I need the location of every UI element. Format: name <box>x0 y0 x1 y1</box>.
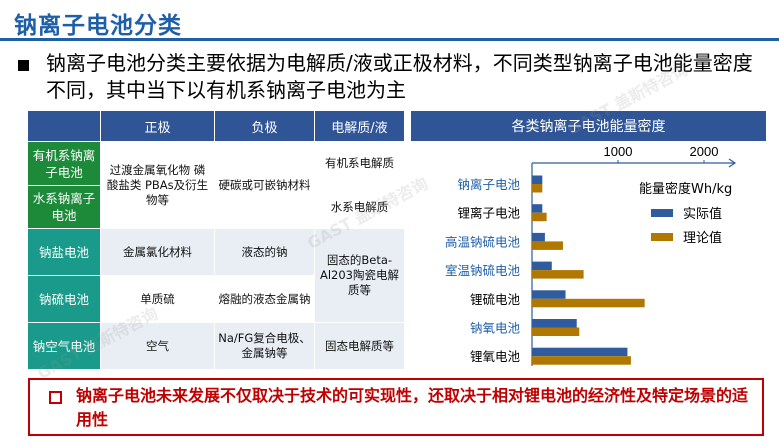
row-header-sodium-salt: 钠盐电池 <box>28 229 100 275</box>
conclusion-box: 钠离子电池未来发展不仅取决于技术的可实现性，还取决于相对锂电池的经济性及特定场景… <box>28 378 764 436</box>
cell-sodium-air-electrolyte: 固态电解质等 <box>315 323 404 369</box>
x-tick-label: 2000 <box>690 144 719 159</box>
title-divider <box>0 38 779 41</box>
page-title: 钠离子电池分类 <box>14 13 182 39</box>
row-header-organic: 有机系钠离子电池 <box>28 142 100 185</box>
bar-actual <box>532 319 577 328</box>
chart-title: 各类钠离子电池能量密度 <box>411 111 766 141</box>
legend-label: 理论值 <box>683 230 722 246</box>
bar-actual <box>532 175 543 184</box>
conclusion-text: 钠离子电池未来发展不仅取决于技术的可实现性，还取决于相对锂电池的经济性及特定场景… <box>76 386 749 429</box>
bar-theoretical <box>532 356 631 365</box>
table-header-electrolyte: 电解质/液 <box>315 111 404 141</box>
category-label: 钠离子电池 <box>457 177 520 192</box>
category-label: 高温钠硫电池 <box>445 234 521 249</box>
x-tick-label: 1000 <box>604 144 633 159</box>
bar-theoretical <box>532 212 547 222</box>
cell-sodium-air-cathode: 空气 <box>101 323 214 369</box>
bar-actual <box>532 261 552 271</box>
cell-sodium-salt-anode: 液态的钠 <box>215 229 314 275</box>
table-header-corner <box>28 111 100 141</box>
hollow-square-icon <box>49 391 62 404</box>
unit-label: 能量密度Wh/kg <box>639 181 732 197</box>
bar-actual <box>532 347 628 357</box>
category-label: 钠氧电池 <box>470 321 521 336</box>
bar-theoretical <box>532 270 584 279</box>
category-label: 锂氧电池 <box>470 349 521 364</box>
cell-organic-aqueous-cathode: 过渡金属氧化物 磷酸盐类 PBAs及衍生物等 <box>101 142 214 228</box>
table-header-cathode: 正极 <box>101 111 214 141</box>
bullet-square-icon <box>18 60 29 71</box>
row-header-aqueous: 水系钠离子电池 <box>28 186 100 228</box>
bar-theoretical <box>532 241 563 250</box>
bar-theoretical <box>532 298 645 308</box>
cell-sodium-sulfur-anode: 熔融的液态金属钠 <box>215 276 314 322</box>
bar-actual <box>532 290 566 299</box>
x-axis-arrow-icon <box>728 158 737 168</box>
bar-actual <box>532 232 545 242</box>
cell-aqueous-electrolyte: 水系电解质 <box>315 186 404 228</box>
cell-organic-aqueous-anode: 硬碳或可嵌钠材料 <box>215 142 314 228</box>
legend-swatch <box>651 233 673 241</box>
legend-label: 实际值 <box>683 206 722 222</box>
cell-sodium-salt-cathode: 金属氯化材料 <box>101 229 214 275</box>
cell-sodium-sulfur-cathode: 单质硫 <box>101 276 214 322</box>
row-header-sodium-sulfur: 钠硫电池 <box>28 276 100 322</box>
legend-swatch <box>651 209 673 217</box>
table-header-anode: 负极 <box>215 111 314 141</box>
bar-theoretical <box>532 327 580 336</box>
cell-sodium-air-anode: Na/FG复合电极、金属钠等 <box>215 323 314 369</box>
category-label: 室温钠硫电池 <box>445 263 521 278</box>
row-header-sodium-air: 钠空气电池 <box>28 323 100 369</box>
bar-actual <box>532 204 543 213</box>
cell-organic-electrolyte: 有机系电解质 <box>315 142 404 185</box>
bar-theoretical <box>532 184 543 193</box>
intro-bullet-text: 钠离子电池分类主要依据为电解质/液或正极材料，不同类型钠离子电池能量密度不同，其… <box>46 51 753 102</box>
category-label: 锂硫电池 <box>470 292 521 307</box>
cell-salt-sulfur-electrolyte: 固态的Beta-Al203陶瓷电解质等 <box>315 229 404 322</box>
category-label: 锂离子电池 <box>457 206 520 221</box>
